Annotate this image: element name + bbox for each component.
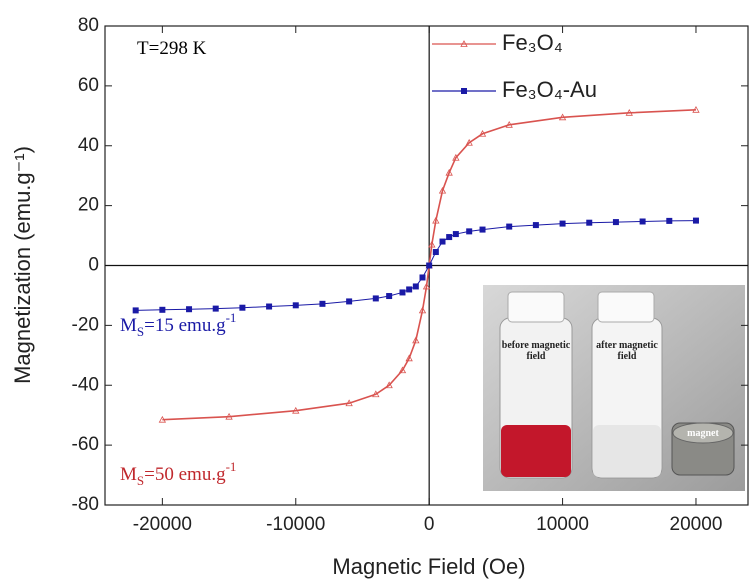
marker bbox=[406, 286, 412, 292]
marker bbox=[666, 218, 672, 224]
marker bbox=[373, 295, 379, 301]
marker bbox=[506, 224, 512, 230]
marker bbox=[426, 263, 432, 269]
marker bbox=[440, 239, 446, 245]
x-tick-label: 10000 bbox=[536, 514, 589, 535]
marker bbox=[413, 283, 419, 289]
legend-label: Fe₃O₄ bbox=[502, 30, 563, 55]
y-axis-label: Magnetization (emu.g⁻¹) bbox=[10, 146, 35, 384]
annotation-part: M bbox=[120, 315, 137, 336]
page: Magnetic Field (Oe) Magnetization (emu.g… bbox=[0, 0, 750, 586]
y-tick-label: 20 bbox=[78, 195, 99, 216]
y-tick-label: 60 bbox=[78, 75, 99, 96]
x-tick-label: 0 bbox=[424, 514, 435, 535]
annotation: MS=50 emu.g-1 bbox=[120, 459, 236, 488]
y-tick-label: 0 bbox=[88, 255, 99, 276]
marker bbox=[133, 307, 139, 313]
marker bbox=[613, 219, 619, 225]
annotation: MS=15 emu.g-1 bbox=[120, 310, 236, 339]
y-tick-label: -80 bbox=[72, 494, 99, 515]
marker bbox=[186, 306, 192, 312]
marker bbox=[266, 304, 272, 310]
marker bbox=[419, 274, 425, 280]
marker bbox=[533, 222, 539, 228]
marker bbox=[461, 88, 467, 94]
annotation: T=298 K bbox=[137, 38, 207, 59]
annotation-part: S bbox=[137, 324, 144, 339]
marker bbox=[159, 307, 165, 313]
marker bbox=[399, 289, 405, 295]
inset-photo bbox=[483, 285, 745, 491]
y-tick-label: 40 bbox=[78, 135, 99, 156]
annotation-part: S bbox=[137, 473, 144, 488]
marker bbox=[693, 218, 699, 224]
y-tick-label: 80 bbox=[78, 15, 99, 36]
marker bbox=[466, 228, 472, 234]
marker bbox=[239, 305, 245, 311]
x-tick-label: 20000 bbox=[670, 514, 723, 535]
annotation-part: M bbox=[120, 464, 137, 485]
legend-label: Fe₃O₄-Au bbox=[502, 77, 597, 102]
x-tick-label: -20000 bbox=[133, 514, 192, 535]
marker bbox=[586, 220, 592, 226]
y-tick-label: -60 bbox=[72, 434, 99, 455]
inset-label: after magnetic field bbox=[588, 340, 666, 362]
annotation-part: T=298 K bbox=[137, 38, 207, 59]
marker bbox=[293, 302, 299, 308]
inset-label: magnet bbox=[672, 428, 734, 439]
annotation-part: =50 emu.g bbox=[144, 464, 226, 485]
chart: Magnetic Field (Oe) Magnetization (emu.g… bbox=[0, 0, 750, 586]
marker bbox=[213, 306, 219, 312]
annotation-part: -1 bbox=[226, 310, 237, 325]
marker bbox=[433, 249, 439, 255]
marker bbox=[319, 301, 325, 307]
annotation-part: =15 emu.g bbox=[144, 315, 226, 336]
marker bbox=[453, 231, 459, 237]
marker bbox=[346, 298, 352, 304]
marker bbox=[480, 227, 486, 233]
marker bbox=[560, 221, 566, 227]
annotation-part: -1 bbox=[226, 459, 237, 474]
marker bbox=[446, 234, 452, 240]
x-axis-label: Magnetic Field (Oe) bbox=[332, 554, 525, 579]
y-tick-label: -20 bbox=[72, 314, 99, 335]
marker bbox=[386, 293, 392, 299]
x-tick-label: -10000 bbox=[266, 514, 325, 535]
inset-label: before magnetic field bbox=[500, 340, 572, 362]
y-tick-label: -40 bbox=[72, 374, 99, 395]
marker bbox=[640, 218, 646, 224]
